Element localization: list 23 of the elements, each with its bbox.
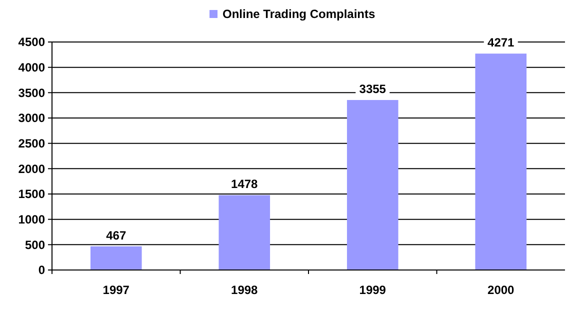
y-tick-label: 0 [38, 263, 46, 278]
data-label: 3355 [359, 82, 386, 96]
y-tick-label: 1000 [18, 212, 46, 227]
bar [90, 246, 142, 270]
y-tick-label: 3000 [18, 111, 46, 126]
data-label: 467 [106, 228, 126, 242]
y-tick-label: 1500 [18, 187, 46, 202]
y-tick-label: 2500 [18, 136, 46, 151]
bar [346, 100, 398, 270]
x-tick-label: 2000 [488, 283, 515, 297]
x-tick-label: 1997 [102, 283, 130, 297]
y-tick-label: 2000 [18, 162, 46, 176]
y-tick-label: 4500 [18, 35, 46, 50]
bar [475, 54, 527, 270]
x-tick-label: 1999 [359, 283, 386, 297]
legend-label: Online Trading Complaints [222, 7, 376, 21]
data-label: 4271 [488, 36, 515, 50]
data-label: 1478 [231, 177, 258, 192]
y-tick-label: 4000 [18, 60, 46, 75]
x-tick-label: 1998 [231, 283, 258, 297]
y-tick-label: 500 [24, 238, 46, 252]
y-tick-label: 3500 [18, 86, 46, 100]
bar [218, 195, 270, 270]
